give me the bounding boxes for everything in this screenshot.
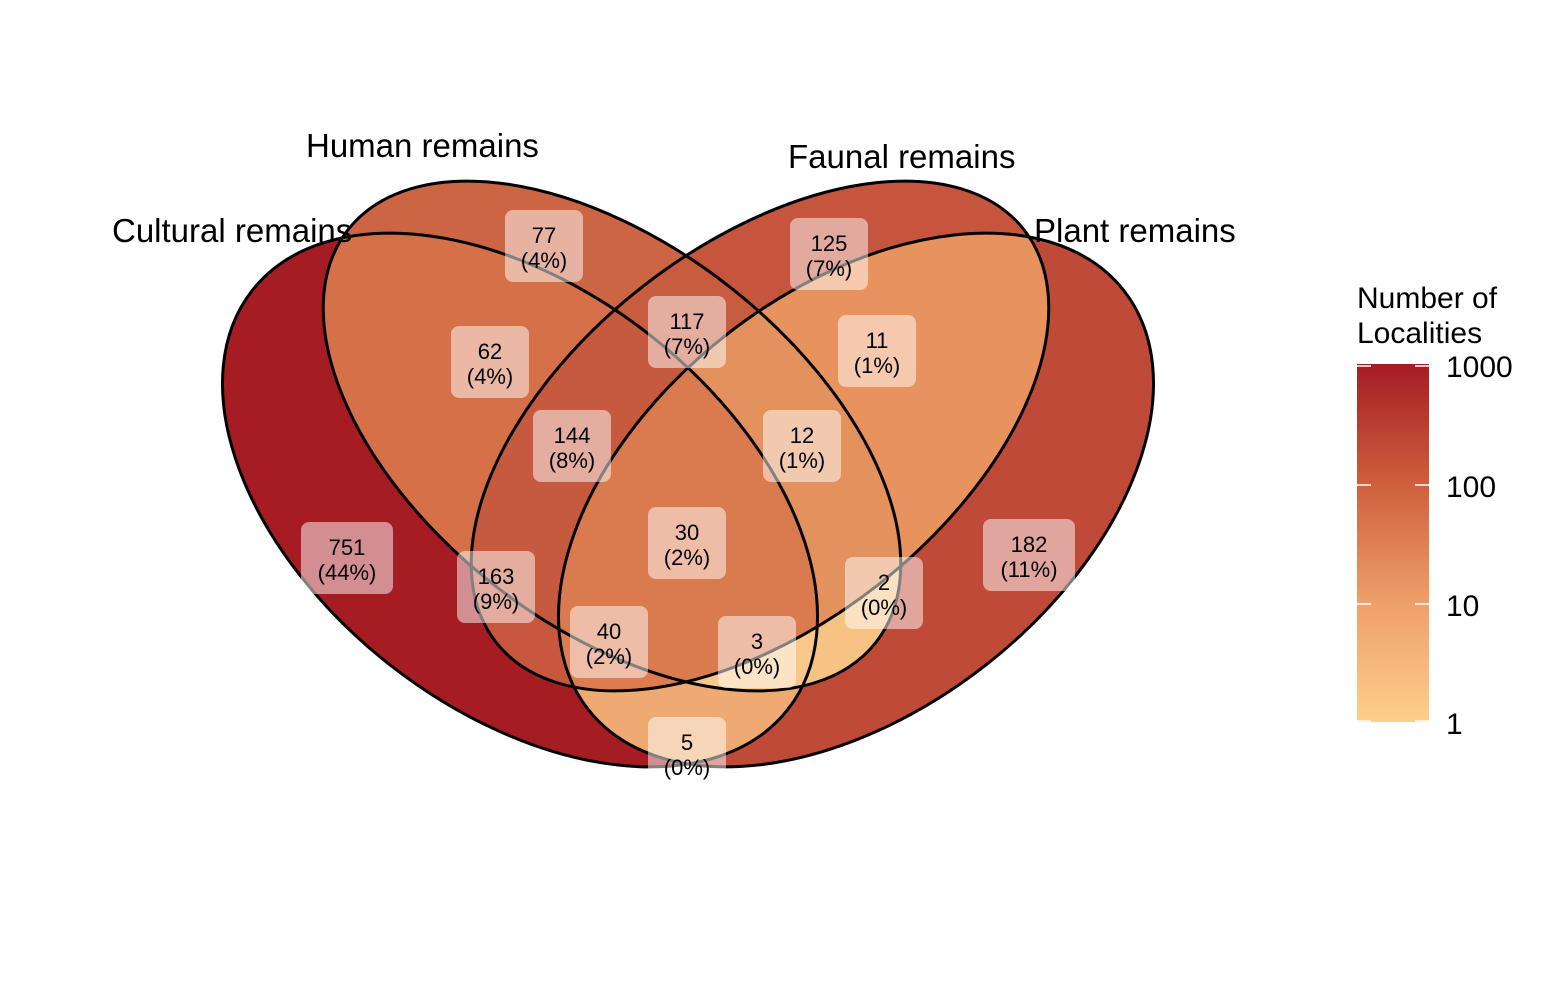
region-label-all: 30 (2%) — [648, 507, 726, 579]
set-label-human: Human remains — [306, 127, 539, 164]
region-count: 12 — [790, 423, 814, 448]
region-count: 2 — [878, 570, 890, 595]
region-label-human-only: 77 (4%) — [505, 210, 583, 282]
set-label-faunal: Faunal remains — [788, 138, 1015, 175]
region-label-human-plant: 2 (0%) — [845, 557, 923, 629]
legend-tick-label: 1 — [1446, 708, 1463, 741]
region-count: 77 — [532, 223, 556, 248]
region-count: 182 — [1011, 532, 1048, 557]
region-percent: (2%) — [586, 644, 632, 669]
region-label-cultural-human-faunal: 144 (8%) — [533, 410, 611, 482]
region-label-human-faunal: 117 (7%) — [648, 296, 726, 368]
region-label-cultural-human: 62 (4%) — [451, 326, 529, 398]
region-label-plant-only: 182 (11%) — [983, 519, 1075, 591]
region-percent: (8%) — [549, 448, 595, 473]
set-label-cultural: Cultural remains — [112, 212, 352, 249]
region-percent: (0%) — [664, 755, 710, 780]
region-label-cultural-plant: 5 (0%) — [648, 717, 726, 789]
region-count: 62 — [478, 339, 502, 364]
region-count: 3 — [751, 629, 763, 654]
region-percent: (4%) — [467, 364, 513, 389]
set-label-plant: Plant remains — [1034, 212, 1236, 249]
region-count: 11 — [866, 328, 889, 353]
region-label-faunal-only: 125 (7%) — [790, 218, 868, 290]
legend-tick-label: 10 — [1446, 590, 1479, 623]
region-label-cultural-human-plant: 3 (0%) — [718, 616, 796, 688]
region-percent: (0%) — [734, 654, 780, 679]
region-percent: (0%) — [861, 595, 907, 620]
legend-title-line2: Localities — [1357, 317, 1482, 350]
outline-plant — [557, 231, 1155, 769]
legend-tick-label: 100 — [1446, 471, 1496, 504]
color-legend: Number of Localities 1000 100 10 1 — [1357, 282, 1513, 741]
region-count: 5 — [681, 730, 693, 755]
region-count: 30 — [675, 520, 699, 545]
region-label-cultural-faunal: 163 (9%) — [457, 551, 535, 623]
region-count: 751 — [329, 535, 366, 560]
region-percent: (9%) — [473, 589, 519, 614]
region-label-faunal-plant: 11 (1%) — [838, 315, 916, 387]
region-label-human-faunal-plant: 12 (1%) — [763, 410, 841, 482]
region-count: 40 — [597, 619, 621, 644]
region-percent: (4%) — [521, 248, 567, 273]
region-percent: (11%) — [1000, 557, 1057, 582]
region-percent: (7%) — [806, 256, 852, 281]
region-percent: (44%) — [318, 560, 377, 585]
region-percent: (7%) — [664, 334, 710, 359]
legend-color-bar — [1357, 364, 1429, 722]
region-label-cultural-faunal-plant: 40 (2%) — [570, 606, 648, 678]
region-labels: 751 (44%) 77 (4%) 125 (7%) 182 (11%) 62 … — [301, 210, 1075, 789]
legend-title-line1: Number of — [1357, 282, 1498, 315]
region-percent: (1%) — [779, 448, 825, 473]
region-percent: (2%) — [664, 545, 710, 570]
legend-tick-label: 1000 — [1446, 351, 1513, 384]
region-count: 125 — [811, 231, 848, 256]
region-count: 144 — [554, 423, 591, 448]
region-count: 163 — [478, 564, 515, 589]
region-percent: (1%) — [854, 353, 900, 378]
region-label-cultural-only: 751 (44%) — [301, 522, 393, 594]
region-count: 117 — [669, 309, 704, 334]
